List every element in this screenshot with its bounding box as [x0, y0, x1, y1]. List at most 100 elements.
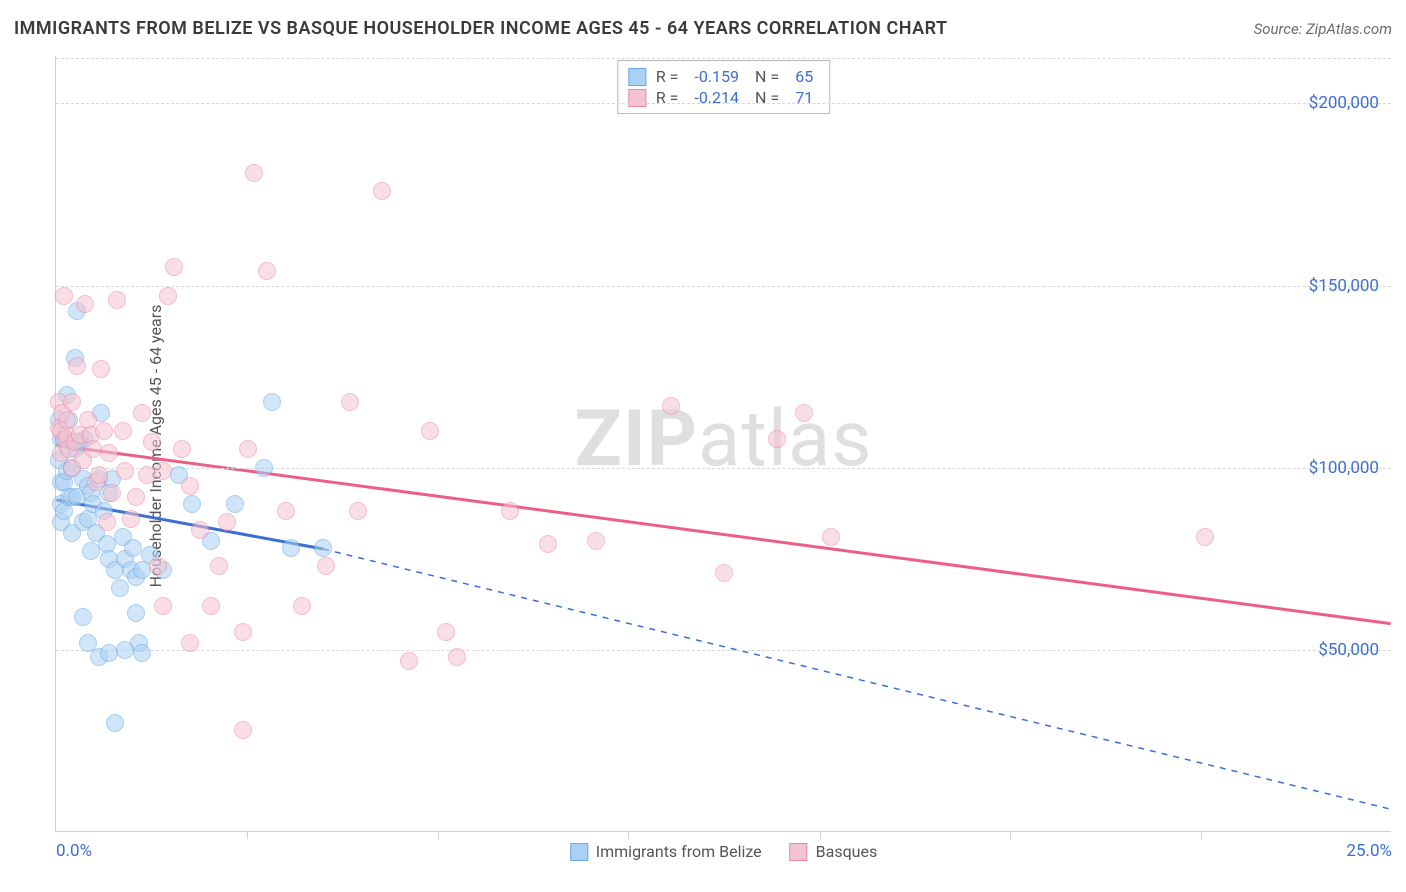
trend-line-extension-series-0 [323, 549, 1390, 809]
scatter-point-series-0 [111, 579, 129, 597]
scatter-point-series-1 [448, 648, 466, 666]
scatter-point-series-1 [421, 422, 439, 440]
scatter-point-series-1 [127, 488, 145, 506]
stat-n-series-0: 65 [789, 67, 819, 86]
swatch-series-0 [628, 68, 646, 86]
scatter-point-series-1 [234, 623, 252, 641]
legend-item-series-1: Basques [790, 842, 878, 861]
scatter-point-series-1 [715, 564, 733, 582]
scatter-point-series-0 [226, 495, 244, 513]
scatter-point-series-1 [58, 411, 76, 429]
gridline-horizontal [56, 58, 1391, 59]
scatter-point-series-1 [154, 597, 172, 615]
x-tick-mark [628, 831, 629, 839]
chart-title: IMMIGRANTS FROM BELIZE VS BASQUE HOUSEHO… [14, 18, 948, 39]
stat-label-n: N = [755, 67, 779, 86]
scatter-point-series-1 [239, 440, 257, 458]
scatter-point-series-1 [191, 521, 209, 539]
scatter-point-series-1 [84, 440, 102, 458]
scatter-point-series-1 [349, 502, 367, 520]
scatter-point-series-1 [165, 258, 183, 276]
scatter-point-series-1 [768, 430, 786, 448]
y-tick-label: $200,000 [1309, 93, 1379, 113]
scatter-point-series-1 [341, 393, 359, 411]
scatter-point-series-1 [159, 287, 177, 305]
scatter-point-series-1 [100, 444, 118, 462]
scatter-point-series-1 [95, 422, 113, 440]
gridline-horizontal [56, 650, 1391, 651]
scatter-point-series-1 [181, 634, 199, 652]
x-tick-label: 0.0% [56, 841, 92, 861]
legend-swatch-series-0 [570, 843, 588, 861]
legend-label-series-1: Basques [816, 842, 878, 861]
scatter-point-series-1 [317, 557, 335, 575]
scatter-point-series-1 [116, 462, 134, 480]
chart-source: Source: ZipAtlas.com [1254, 20, 1392, 38]
scatter-point-series-1 [400, 652, 418, 670]
scatter-point-series-0 [74, 608, 92, 626]
scatter-plot-area: ZIPatlas R = -0.159 N = 65 R = -0.214 N … [55, 56, 1391, 832]
scatter-point-series-0 [116, 641, 134, 659]
x-tick-mark [247, 831, 248, 839]
scatter-point-series-1 [373, 182, 391, 200]
gridline-horizontal [56, 103, 1391, 104]
scatter-point-series-1 [98, 513, 116, 531]
scatter-point-series-1 [293, 597, 311, 615]
scatter-point-series-1 [662, 397, 680, 415]
scatter-point-series-1 [55, 287, 73, 305]
scatter-point-series-0 [106, 714, 124, 732]
y-tick-label: $100,000 [1309, 458, 1379, 478]
stat-label-r: R = [656, 67, 679, 86]
scatter-point-series-1 [90, 466, 108, 484]
scatter-point-series-0 [282, 539, 300, 557]
scatter-point-series-0 [314, 539, 332, 557]
scatter-point-series-1 [822, 528, 840, 546]
scatter-point-series-1 [218, 513, 236, 531]
scatter-point-series-1 [76, 295, 94, 313]
scatter-point-series-1 [437, 623, 455, 641]
y-tick-label: $150,000 [1309, 276, 1379, 296]
scatter-point-series-0 [255, 459, 273, 477]
scatter-point-series-1 [234, 721, 252, 739]
x-tick-mark [1201, 831, 1202, 839]
correlation-stats-box: R = -0.159 N = 65 R = -0.214 N = 71 [617, 60, 830, 114]
scatter-point-series-1 [587, 532, 605, 550]
scatter-point-series-1 [210, 557, 228, 575]
scatter-point-series-1 [173, 440, 191, 458]
scatter-point-series-1 [108, 291, 126, 309]
legend-item-series-0: Immigrants from Belize [570, 842, 762, 861]
bottom-legend: Immigrants from Belize Basques [570, 842, 877, 861]
scatter-point-series-1 [258, 262, 276, 280]
scatter-point-series-0 [127, 604, 145, 622]
scatter-point-series-0 [183, 495, 201, 513]
scatter-point-series-1 [143, 433, 161, 451]
gridline-horizontal [56, 286, 1391, 287]
scatter-point-series-1 [202, 597, 220, 615]
x-tick-mark [820, 831, 821, 839]
scatter-point-series-1 [92, 360, 110, 378]
scatter-point-series-1 [245, 164, 263, 182]
x-tick-mark [1010, 831, 1011, 839]
scatter-point-series-1 [133, 404, 151, 422]
legend-label-series-0: Immigrants from Belize [596, 842, 762, 861]
watermark: ZIPatlas [574, 393, 872, 484]
x-tick-mark [438, 831, 439, 839]
scatter-point-series-1 [122, 510, 140, 528]
scatter-point-series-1 [1196, 528, 1214, 546]
scatter-point-series-1 [154, 462, 172, 480]
stats-row-series-1: R = -0.214 N = 71 [628, 87, 819, 108]
scatter-point-series-1 [114, 422, 132, 440]
x-tick-label: 25.0% [1346, 841, 1392, 861]
scatter-point-series-1 [277, 502, 295, 520]
scatter-point-series-1 [181, 477, 199, 495]
scatter-point-series-1 [68, 357, 86, 375]
chart-header: IMMIGRANTS FROM BELIZE VS BASQUE HOUSEHO… [14, 18, 1392, 39]
y-tick-label: $50,000 [1318, 640, 1379, 660]
scatter-point-series-1 [539, 535, 557, 553]
scatter-point-series-0 [133, 644, 151, 662]
scatter-point-series-1 [103, 484, 121, 502]
scatter-point-series-0 [263, 393, 281, 411]
legend-swatch-series-1 [790, 843, 808, 861]
stat-r-series-0: -0.159 [688, 67, 745, 86]
stats-row-series-0: R = -0.159 N = 65 [628, 66, 819, 87]
